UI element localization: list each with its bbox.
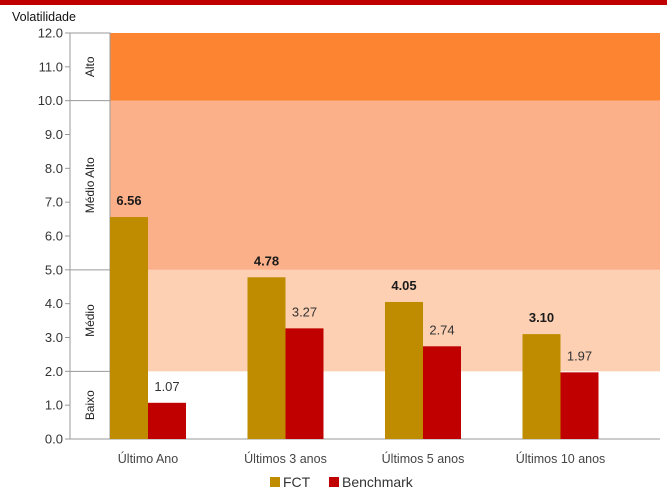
data-label-benchmark: 2.74 [429, 322, 454, 337]
y-tick-label: 1.0 [45, 398, 63, 413]
bar-fct-3 [385, 301, 423, 439]
y-tick-label: 11.0 [39, 59, 63, 74]
legend-swatch-benchmark [329, 477, 339, 487]
data-label-benchmark: 1.97 [567, 348, 592, 363]
bar-benchmark-1 [148, 402, 186, 439]
y-tick-label: 5.0 [45, 262, 63, 277]
x-category-label: Últimos 5 anos [382, 451, 465, 466]
bar-fct-4 [522, 334, 561, 439]
zone-band-m-dio-alto [110, 100, 660, 270]
y-tick-label: 12.0 [38, 26, 63, 41]
zone-band-alto [110, 33, 660, 101]
y-tick-label: 3.0 [45, 330, 63, 345]
data-label-fct: 3.10 [529, 310, 554, 325]
y-tick-label: 6.0 [45, 229, 63, 244]
x-category-label: Últimos 10 anos [516, 451, 606, 466]
zone-label-column [69, 32, 111, 440]
data-label-benchmark: 1.07 [154, 379, 179, 394]
bar-benchmark-3 [423, 346, 461, 439]
zone-label-m-dio: Médio [83, 304, 97, 337]
zone-label-m-dio-alto: Médio Alto [83, 157, 97, 213]
bar-benchmark-2 [285, 328, 324, 439]
y-tick-label: 2.0 [45, 364, 63, 379]
data-label-fct: 4.05 [391, 278, 416, 293]
bar-fct-1 [110, 217, 148, 439]
legend-label-fct: FCT [283, 474, 311, 490]
x-category-label: Últimos 3 anos [244, 451, 327, 466]
zone-label-alto: Alto [83, 56, 97, 77]
bar-benchmark-4 [560, 372, 599, 439]
y-tick-label: 0.0 [45, 432, 63, 447]
data-label-benchmark: 3.27 [292, 304, 317, 319]
y-axis-label: Volatilidade [12, 10, 76, 24]
y-tick-label: 4.0 [45, 296, 63, 311]
y-tick-label: 8.0 [45, 161, 63, 176]
legend: FCT Benchmark [270, 474, 414, 490]
y-tick-label: 10.0 [38, 93, 63, 108]
y-tick-label: 9.0 [45, 127, 63, 142]
data-label-fct: 6.56 [116, 193, 141, 208]
data-label-fct: 4.78 [254, 253, 279, 268]
legend-swatch-fct [270, 477, 280, 487]
y-tick-label: 7.0 [45, 195, 63, 210]
top-accent-bar [0, 0, 667, 5]
legend-label-benchmark: Benchmark [342, 474, 414, 490]
zone-label-baixo: Baixo [83, 390, 97, 420]
x-category-label: Último Ano [118, 451, 178, 466]
bar-fct-2 [247, 277, 286, 439]
